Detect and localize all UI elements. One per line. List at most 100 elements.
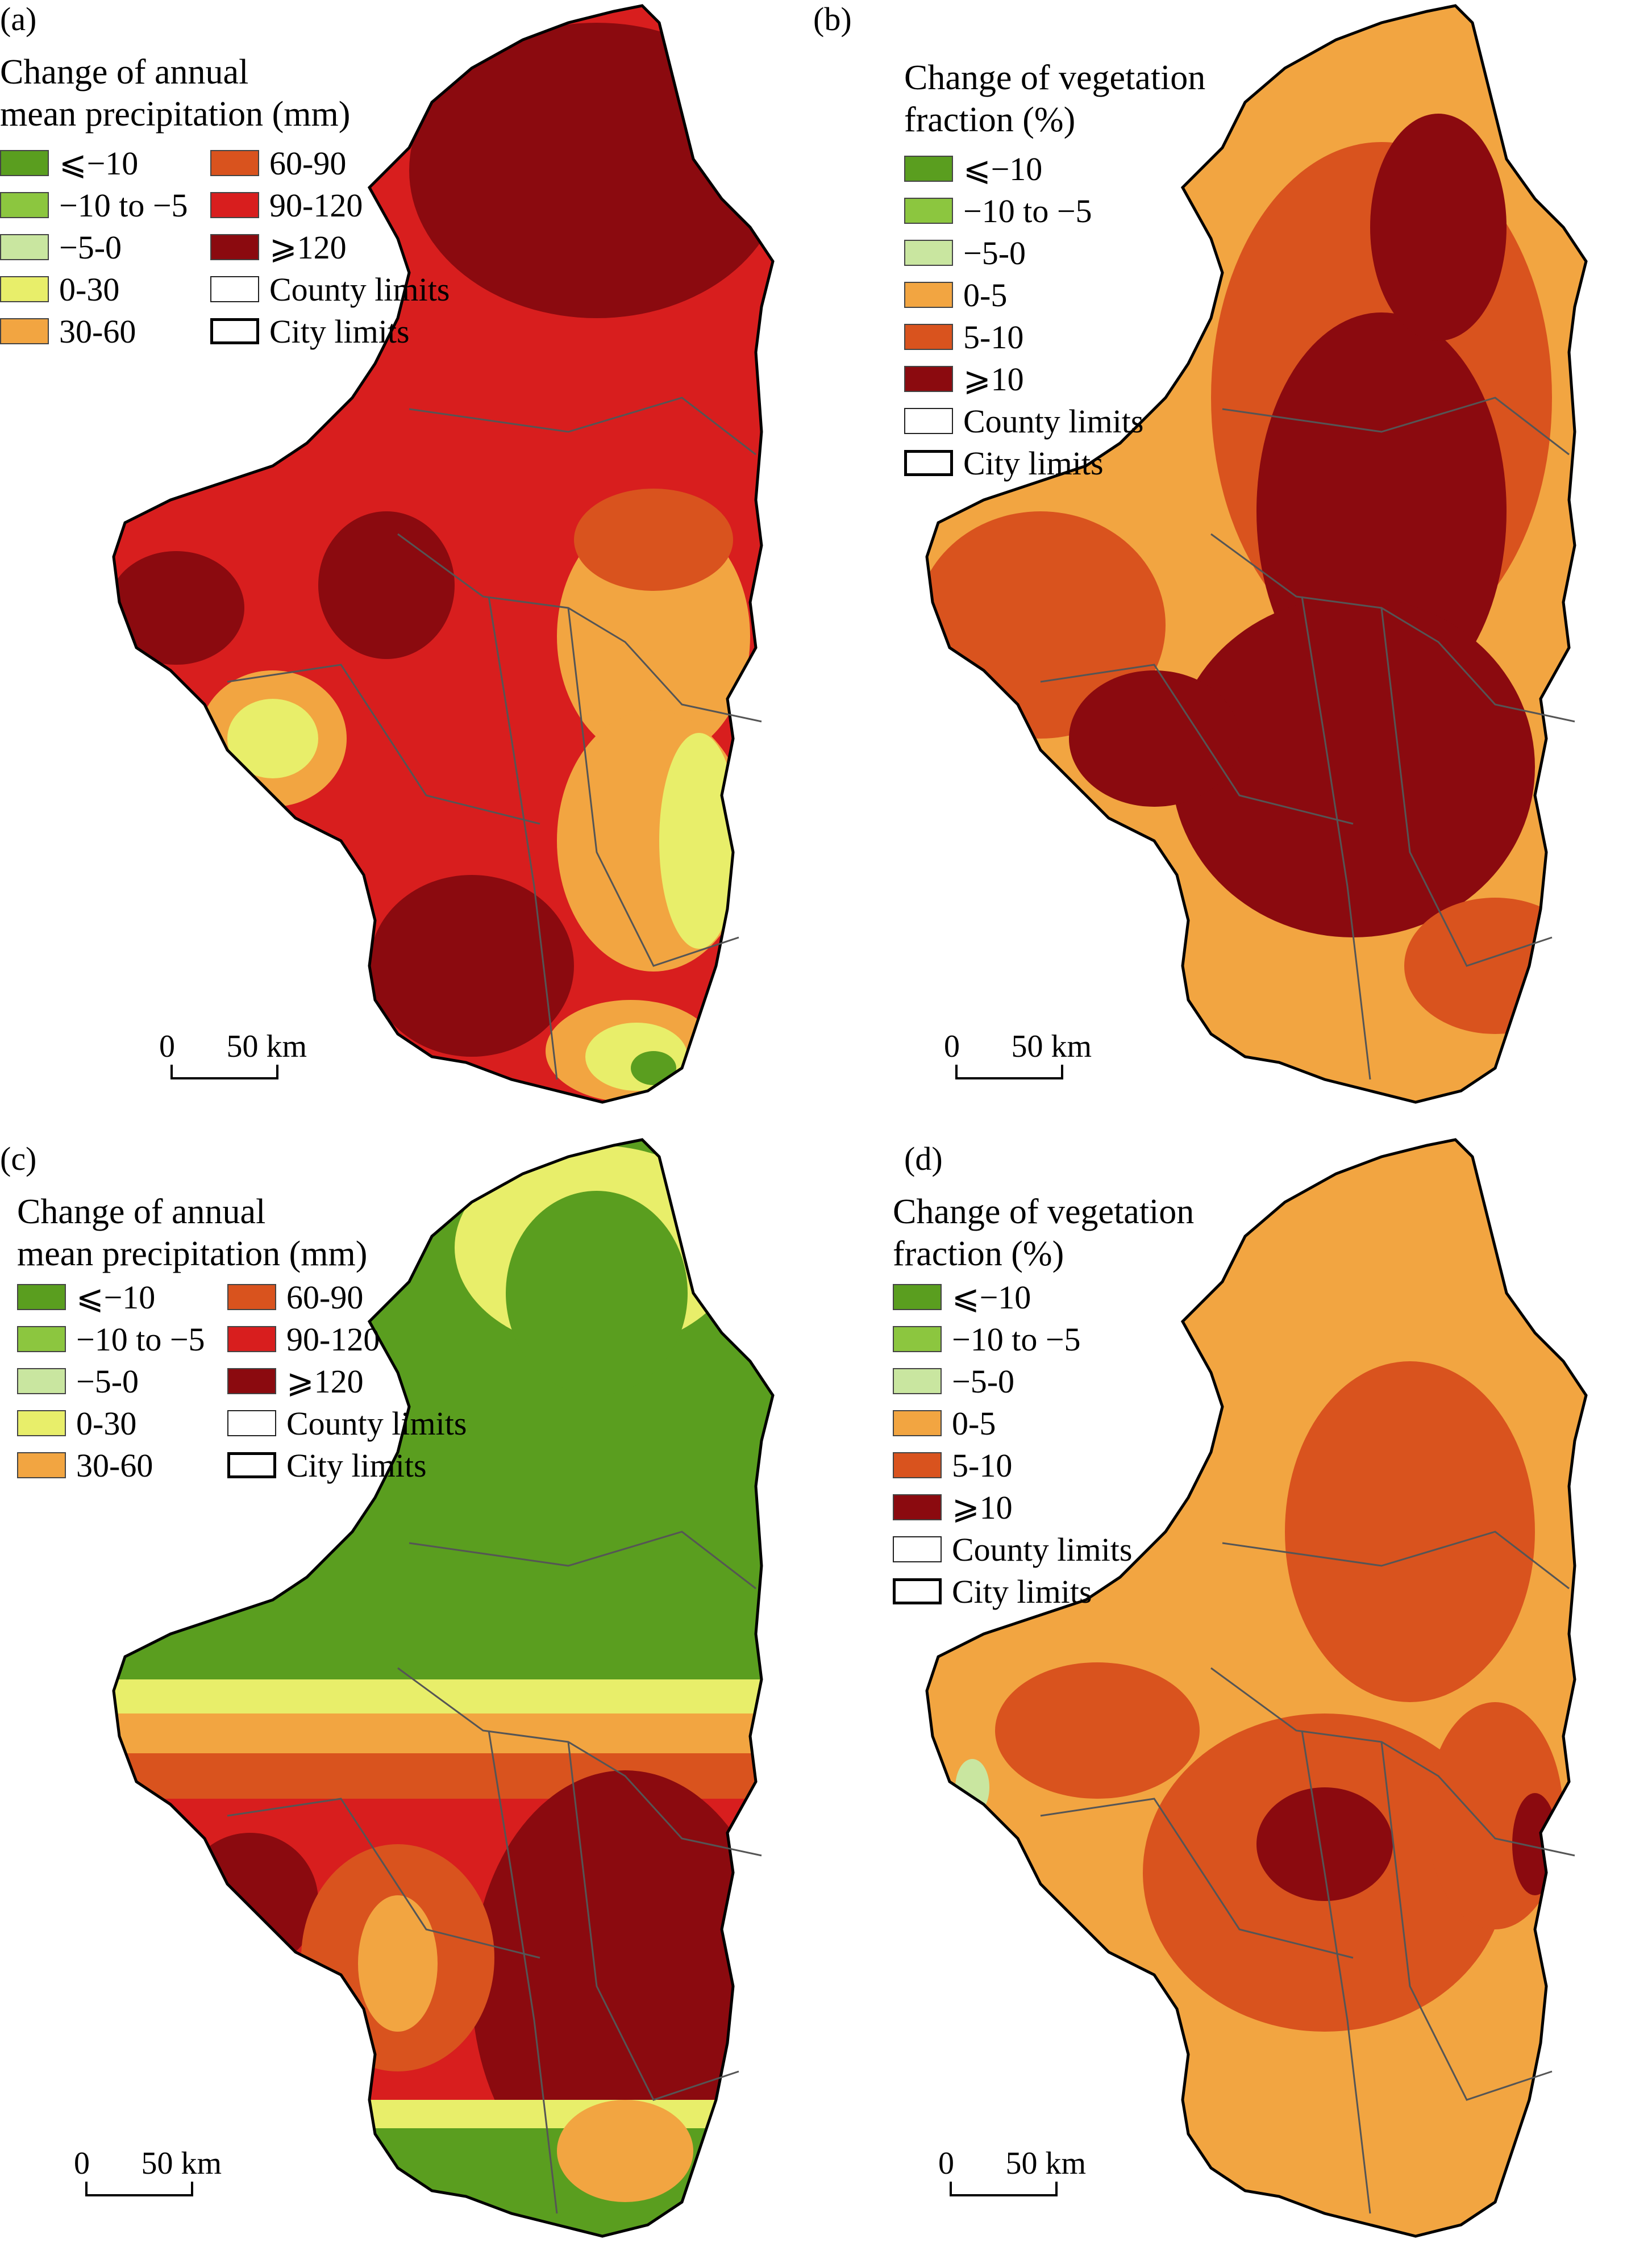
legend-item: 5-10 (904, 316, 1023, 358)
legend-item: 5-10 (893, 1444, 1012, 1486)
legend-item: City limits (227, 1444, 427, 1486)
scale-bar: 0 50 km (938, 2145, 1086, 2196)
legend-label: County limits (952, 1531, 1133, 1568)
legend-title: Change of vegetation fraction (%) (893, 1191, 1194, 1275)
legend-item: 90-120 (227, 1318, 380, 1360)
legend-swatch (210, 192, 259, 218)
legend-swatch (893, 1494, 942, 1520)
legend-item: City limits (210, 310, 410, 352)
panel-label: (a) (0, 1, 37, 37)
legend-swatch (904, 156, 953, 182)
scale-bar-line (85, 2182, 193, 2196)
legend-swatch (904, 240, 953, 266)
legend-label: 30-60 (59, 312, 136, 350)
legend-swatch (210, 234, 259, 260)
legend-title-line: Change of vegetation (904, 59, 1206, 97)
legend-swatch (227, 1452, 276, 1478)
legend-label: ⩽−10 (963, 151, 1043, 187)
legend-label: 90-120 (286, 1320, 380, 1358)
legend-swatch (0, 150, 49, 176)
legend-item: ⩾120 (210, 226, 347, 268)
legend-label: ⩾10 (952, 1489, 1013, 1526)
legend-item: ⩽−10 (0, 142, 138, 184)
scale-bar-line (955, 1065, 1063, 1079)
legend-label: City limits (269, 312, 410, 350)
legend-title-line: mean precipitation (mm) (0, 95, 351, 134)
legend-item: 0-30 (0, 268, 119, 310)
legend-item: 30-60 (17, 1444, 153, 1486)
legend-item: ⩾120 (227, 1360, 364, 1402)
legend-title: Change of annual mean precipitation (mm) (0, 51, 350, 135)
legend-title: Change of vegetation fraction (%) (904, 57, 1205, 141)
legend-label: City limits (963, 444, 1104, 482)
legend-item: County limits (210, 268, 450, 310)
legend-item: 30-60 (0, 310, 136, 352)
legend-item: ⩾10 (893, 1486, 1013, 1528)
legend-item: ⩾10 (904, 358, 1024, 400)
legend-swatch (893, 1368, 942, 1394)
legend-label: −10 to −5 (963, 192, 1092, 230)
legend-label: −10 to −5 (76, 1320, 205, 1358)
legend-label: ⩾10 (963, 361, 1024, 398)
legend-item: −10 to −5 (893, 1318, 1081, 1360)
legend-title-line: Change of vegetation (893, 1193, 1195, 1231)
legend-swatch (17, 1284, 66, 1310)
scale-distance: 50 km (226, 1029, 307, 1064)
legend-item: 60-90 (210, 142, 346, 184)
legend-item: City limits (904, 442, 1104, 484)
panel-a: (a) Change of annual mean precipitation … (0, 0, 813, 1134)
legend-item: ⩽−10 (893, 1276, 1031, 1318)
legend-swatch (893, 1536, 942, 1562)
legend-swatch (893, 1578, 942, 1604)
panel-d: (d) Change of vegetation fraction (%) ⩽−… (813, 1134, 1626, 2268)
legend-label: County limits (286, 1404, 467, 1442)
legend-item: −10 to −5 (17, 1318, 205, 1360)
legend-swatch (893, 1284, 942, 1310)
legend-label: ⩾120 (269, 229, 347, 266)
legend-label: −10 to −5 (952, 1320, 1081, 1358)
legend-title-line: Change of annual (17, 1193, 266, 1231)
legend-item: −5-0 (893, 1360, 1014, 1402)
legend-title-line: mean precipitation (mm) (17, 1235, 368, 1273)
legend-label: 0-5 (952, 1404, 996, 1442)
legend-item: City limits (893, 1570, 1092, 1612)
legend-swatch (904, 282, 953, 308)
precipitation-map-a (0, 0, 813, 1134)
legend-item: −5-0 (17, 1360, 139, 1402)
legend-swatch (17, 1452, 66, 1478)
scale-bar-line (170, 1065, 278, 1079)
legend-label: −5-0 (59, 228, 122, 266)
vegetation-map-d (813, 1134, 1626, 2268)
legend-swatch (210, 318, 259, 344)
legend-label: 90-120 (269, 186, 363, 224)
legend-swatch (0, 276, 49, 302)
legend-swatch (0, 318, 49, 344)
legend-swatch (904, 324, 953, 350)
legend-label: 0-30 (59, 270, 120, 308)
legend-swatch (904, 408, 953, 434)
legend-label: City limits (286, 1446, 427, 1484)
legend-title-line: fraction (%) (893, 1235, 1064, 1273)
legend-label: −5-0 (963, 234, 1026, 272)
legend-swatch (904, 198, 953, 224)
legend-label: −5-0 (76, 1362, 139, 1400)
legend-label: −5-0 (952, 1362, 1015, 1400)
legend-swatch (893, 1452, 942, 1478)
legend-swatch (893, 1410, 942, 1436)
legend-swatch (227, 1368, 276, 1394)
legend-title-line: Change of annual (0, 53, 249, 91)
legend-swatch (893, 1326, 942, 1352)
panel-label: (d) (904, 1140, 943, 1177)
legend-label: City limits (952, 1573, 1092, 1610)
vegetation-map-b (813, 0, 1626, 1134)
legend-item: 0-5 (904, 274, 1007, 316)
legend-label: ⩽−10 (76, 1279, 156, 1316)
legend-label: 0-30 (76, 1404, 137, 1442)
legend-item: County limits (893, 1528, 1132, 1570)
legend-label: ⩾120 (286, 1363, 364, 1400)
panel-b: (b) Change of vegetation fraction (%) ⩽−… (813, 0, 1626, 1134)
legend-item: ⩽−10 (17, 1276, 155, 1318)
legend-label: County limits (269, 270, 450, 308)
scale-distance: 50 km (1005, 2146, 1086, 2181)
legend-label: 60-90 (269, 144, 347, 182)
